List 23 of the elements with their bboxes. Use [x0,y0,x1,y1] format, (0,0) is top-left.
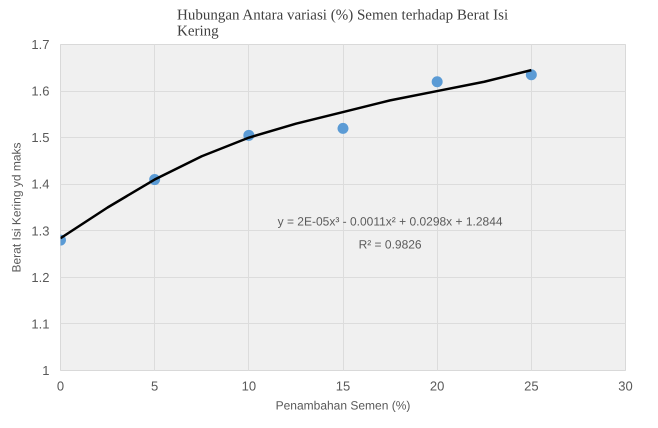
x-tick-label: 25 [524,378,539,394]
y-axis-title: Berat Isi Kering yd maks [9,142,24,273]
x-tick-label: 15 [336,378,350,394]
point [432,76,443,88]
annotation: R² = 0.9826 [358,238,422,252]
x-tick-label: 20 [430,378,444,394]
x-axis-title: Penambahan Semen (%) [276,398,410,412]
x-tick-label: 5 [151,378,158,394]
point [526,69,537,80]
y-tick-label: 1.6 [31,84,50,99]
chart-title: Hubungan Antara variasi (%) Semen terhadap Berat Isi Kering [177,8,508,40]
x-tick-label: 10 [242,378,256,394]
y-tick-label: 1 [42,363,50,378]
x-tick-label: 30 [618,378,633,394]
y-tick-label: 1.5 [31,130,50,146]
y-tick-label: 1.4 [31,176,50,192]
y-tick-label: 1.1 [31,316,50,332]
x-tick-label: 0 [56,378,64,394]
y-tick-label: 1.7 [31,37,50,52]
annotation: y = 2E-05x³ - 0.0011x² + 0.0298x + 1.2844 [278,214,503,228]
point [338,122,348,134]
y-tick-label: 1.3 [31,223,50,238]
y-tick-label: 1.2 [31,270,50,285]
